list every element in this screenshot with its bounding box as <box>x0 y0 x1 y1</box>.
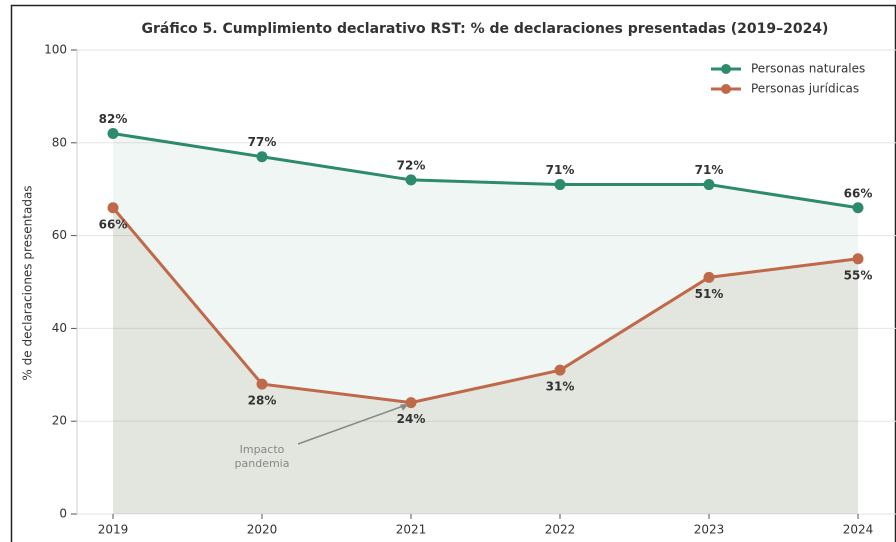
point <box>256 378 268 390</box>
legend-label: Personas naturales <box>751 62 865 76</box>
point <box>703 179 715 191</box>
y-tick-label: 100 <box>44 43 67 57</box>
annotation-arrow <box>297 403 408 445</box>
chart-title: Gráfico 5. Cumplimiento declarativo RST:… <box>142 21 829 37</box>
series-line <box>112 132 859 210</box>
point <box>703 271 715 283</box>
data-label: 72% <box>397 158 426 172</box>
legend-marker <box>721 64 731 74</box>
data-label: 71% <box>546 163 575 177</box>
y-tick-label: 60 <box>52 228 67 242</box>
point <box>405 174 417 186</box>
x-tick-label: 2023 <box>694 523 725 537</box>
data-label: 31% <box>546 380 575 394</box>
x-tick-label: 2021 <box>396 523 427 537</box>
annotation: Impacto <box>240 443 285 456</box>
legend-label: Personas jurídicas <box>751 82 859 96</box>
point <box>107 128 119 140</box>
x-tick-label: 2020 <box>247 523 278 537</box>
x-tick-label: 2019 <box>98 523 129 537</box>
y-tick-label: 0 <box>59 507 67 521</box>
x-tick-label: 2024 <box>843 523 874 537</box>
point <box>405 397 417 409</box>
y-tick-label: 20 <box>52 414 67 428</box>
series-line <box>111 206 859 405</box>
data-label: 51% <box>695 287 724 301</box>
legend-marker <box>721 84 731 94</box>
point <box>554 364 566 376</box>
data-label: 66% <box>99 217 128 231</box>
data-label: 66% <box>844 186 873 200</box>
annotation-arrowhead <box>400 403 409 411</box>
point <box>554 179 566 191</box>
point <box>852 202 864 214</box>
point <box>852 253 864 265</box>
y-tick-label: 80 <box>52 135 67 149</box>
annotation: pandemia <box>235 457 290 470</box>
data-label: 77% <box>248 135 277 149</box>
point <box>256 151 268 163</box>
area <box>113 133 858 514</box>
area <box>113 207 858 514</box>
point <box>107 202 119 214</box>
y-tick-label: 40 <box>52 321 67 335</box>
data-label: 28% <box>248 394 277 408</box>
x-tick-label: 2022 <box>545 523 576 537</box>
data-label: 71% <box>695 163 724 177</box>
data-label: 82% <box>99 112 128 126</box>
y-axis-label: % de declaraciones presentadas <box>21 185 35 380</box>
data-label: 55% <box>844 268 873 282</box>
data-label: 24% <box>397 412 426 426</box>
